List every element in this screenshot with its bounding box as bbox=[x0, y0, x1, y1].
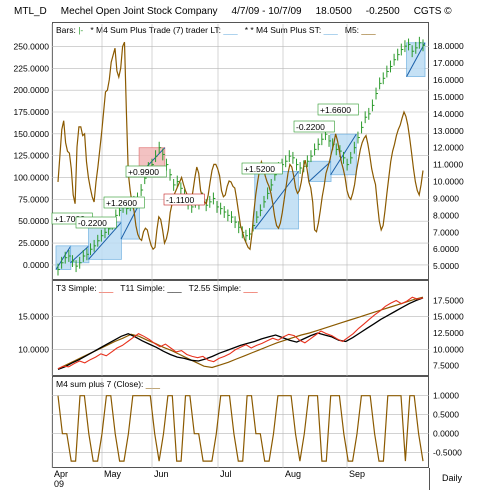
m4-legend: M4 sum plus 7 (Close): bbox=[56, 379, 146, 389]
right-tick: 9.0000 bbox=[433, 193, 459, 203]
t255-legend: T2.55 Simple: bbox=[188, 283, 244, 293]
change-label: -0.2500 bbox=[365, 5, 400, 17]
left-tick: 175.0000 bbox=[14, 107, 50, 117]
x-tick-sep: Sep bbox=[349, 469, 366, 479]
right-tick: -0.5000 bbox=[433, 448, 462, 458]
bars-legend: Bars: bbox=[56, 25, 79, 35]
right-tick: 12.0000 bbox=[433, 143, 464, 153]
annotation-label: +1.7000 bbox=[54, 214, 85, 224]
m5-line bbox=[57, 41, 424, 251]
right-tick: 16.0000 bbox=[433, 75, 464, 85]
signal-trend-line bbox=[406, 42, 426, 77]
period-box: Daily bbox=[429, 468, 479, 490]
left-tick: 100.0000 bbox=[14, 173, 50, 183]
annotation-label: -0.2200 bbox=[296, 122, 325, 132]
annotation-label: +1.5200 bbox=[244, 164, 275, 174]
x-tick-apr: Apr bbox=[54, 469, 69, 479]
t11-legend: T11 Simple: bbox=[120, 283, 168, 293]
left-tick: 75.0000 bbox=[18, 194, 49, 204]
right-tick: 18.0000 bbox=[433, 41, 464, 51]
trend-pane: T3 Simple: ___ T11 Simple: ___ T2.55 Sim… bbox=[52, 280, 429, 376]
signal-trend-line bbox=[254, 171, 299, 230]
m4-legend-swatch: ___ bbox=[145, 379, 160, 389]
t3-legend-swatch: ___ bbox=[99, 283, 114, 293]
period-label: Daily bbox=[442, 473, 463, 483]
annotation-box bbox=[103, 196, 145, 209]
t3-legend: T3 Simple: bbox=[56, 283, 99, 293]
left-tick: 15.0000 bbox=[18, 312, 49, 322]
trade-legend: * M4 Sum Plus Trade (7) trader LT: bbox=[90, 25, 224, 35]
left-tick: 250.0000 bbox=[14, 41, 50, 51]
st-legend-swatch: ___ bbox=[323, 25, 338, 35]
left-tick: 150.0000 bbox=[14, 129, 50, 139]
annotation-box bbox=[317, 103, 359, 116]
trade-legend-swatch: ___ bbox=[223, 25, 238, 35]
m4-sum-line bbox=[57, 395, 424, 462]
annotation-box bbox=[241, 162, 283, 175]
t11-legend-swatch: ___ bbox=[167, 283, 182, 293]
signal-trend-line bbox=[120, 203, 140, 240]
right-tick: 17.0000 bbox=[433, 58, 464, 68]
m5-legend: M5: bbox=[344, 25, 362, 35]
x-tick-may: May bbox=[104, 469, 122, 479]
annotation-label: -0.2200 bbox=[78, 218, 107, 228]
right-tick: 1.0000 bbox=[433, 391, 459, 401]
right-tick: 12.5000 bbox=[433, 328, 464, 338]
last-price-label: 18.0500 bbox=[315, 5, 352, 17]
right-tick: 17.5000 bbox=[433, 295, 464, 305]
right-tick: 11.0000 bbox=[433, 160, 463, 170]
date-range-label: 4/7/09 - 10/7/09 bbox=[231, 5, 302, 17]
x-tick-jul: Jul bbox=[220, 469, 232, 479]
right-tick: 10.0000 bbox=[433, 177, 464, 187]
annotation-label: -1.1100 bbox=[166, 195, 194, 205]
bars-legend-swatch: |- bbox=[78, 25, 84, 35]
annotation-box bbox=[125, 165, 167, 178]
t11-line bbox=[57, 297, 424, 371]
annotation-label: +1.2600 bbox=[106, 198, 137, 208]
annotation-label: +1.6600 bbox=[320, 105, 351, 115]
right-tick: 6.0000 bbox=[433, 244, 459, 254]
left-tick: 225.0000 bbox=[14, 63, 50, 73]
right-tick: 8.0000 bbox=[433, 210, 459, 220]
t3-line bbox=[57, 296, 424, 370]
right-tick: 15.0000 bbox=[433, 92, 464, 102]
t255-legend-swatch: ___ bbox=[243, 283, 258, 293]
right-tick: 13.0000 bbox=[433, 126, 464, 136]
right-tick: 7.0000 bbox=[433, 227, 459, 237]
right-tick: 14.0000 bbox=[433, 109, 464, 119]
signal-trend-line bbox=[308, 160, 332, 182]
right-tick: 0.5000 bbox=[433, 410, 459, 420]
company-label: Mechel Open Joint Stock Company bbox=[60, 5, 218, 17]
signal-trend-line bbox=[88, 221, 122, 260]
left-tick: 10.0000 bbox=[18, 344, 49, 354]
m5-legend-swatch: ___ bbox=[361, 25, 376, 35]
x-tick-jun: Jun bbox=[154, 469, 169, 479]
x-tick-aug: Aug bbox=[285, 469, 302, 479]
annotation-label: +0.9900 bbox=[128, 167, 159, 177]
annotation-box bbox=[293, 120, 335, 133]
chart-header: MTL_D Mechel Open Joint Stock Company 4/… bbox=[0, 0, 479, 22]
right-tick: 0.0000 bbox=[433, 429, 459, 439]
annotation-box bbox=[75, 216, 117, 229]
brand-label: CGTS © bbox=[413, 5, 452, 17]
right-tick: 5.0000 bbox=[433, 261, 459, 271]
m4-pane-legend: M4 sum plus 7 (Close): ___ bbox=[56, 379, 160, 389]
left-tick: 125.0000 bbox=[14, 151, 50, 161]
annotation-box bbox=[163, 193, 205, 206]
t255-line bbox=[57, 296, 424, 370]
left-tick: 0.0000 bbox=[23, 260, 49, 270]
right-tick: 15.0000 bbox=[433, 312, 464, 322]
trend-pane-legend: T3 Simple: ___ T11 Simple: ___ T2.55 Sim… bbox=[56, 283, 258, 293]
symbol-label: MTL_D bbox=[14, 5, 47, 17]
signal-trend-line bbox=[70, 245, 90, 264]
left-tick: 200.0000 bbox=[14, 85, 50, 95]
right-tick: 7.5000 bbox=[433, 361, 459, 371]
x-tick-year: 09 bbox=[54, 479, 65, 489]
left-tick: 50.0000 bbox=[18, 216, 49, 226]
x-axis: Apr May Jun Jul Aug Sep 09 bbox=[52, 468, 429, 490]
right-tick: 10.0000 bbox=[433, 344, 464, 354]
left-tick: 25.0000 bbox=[18, 238, 49, 248]
